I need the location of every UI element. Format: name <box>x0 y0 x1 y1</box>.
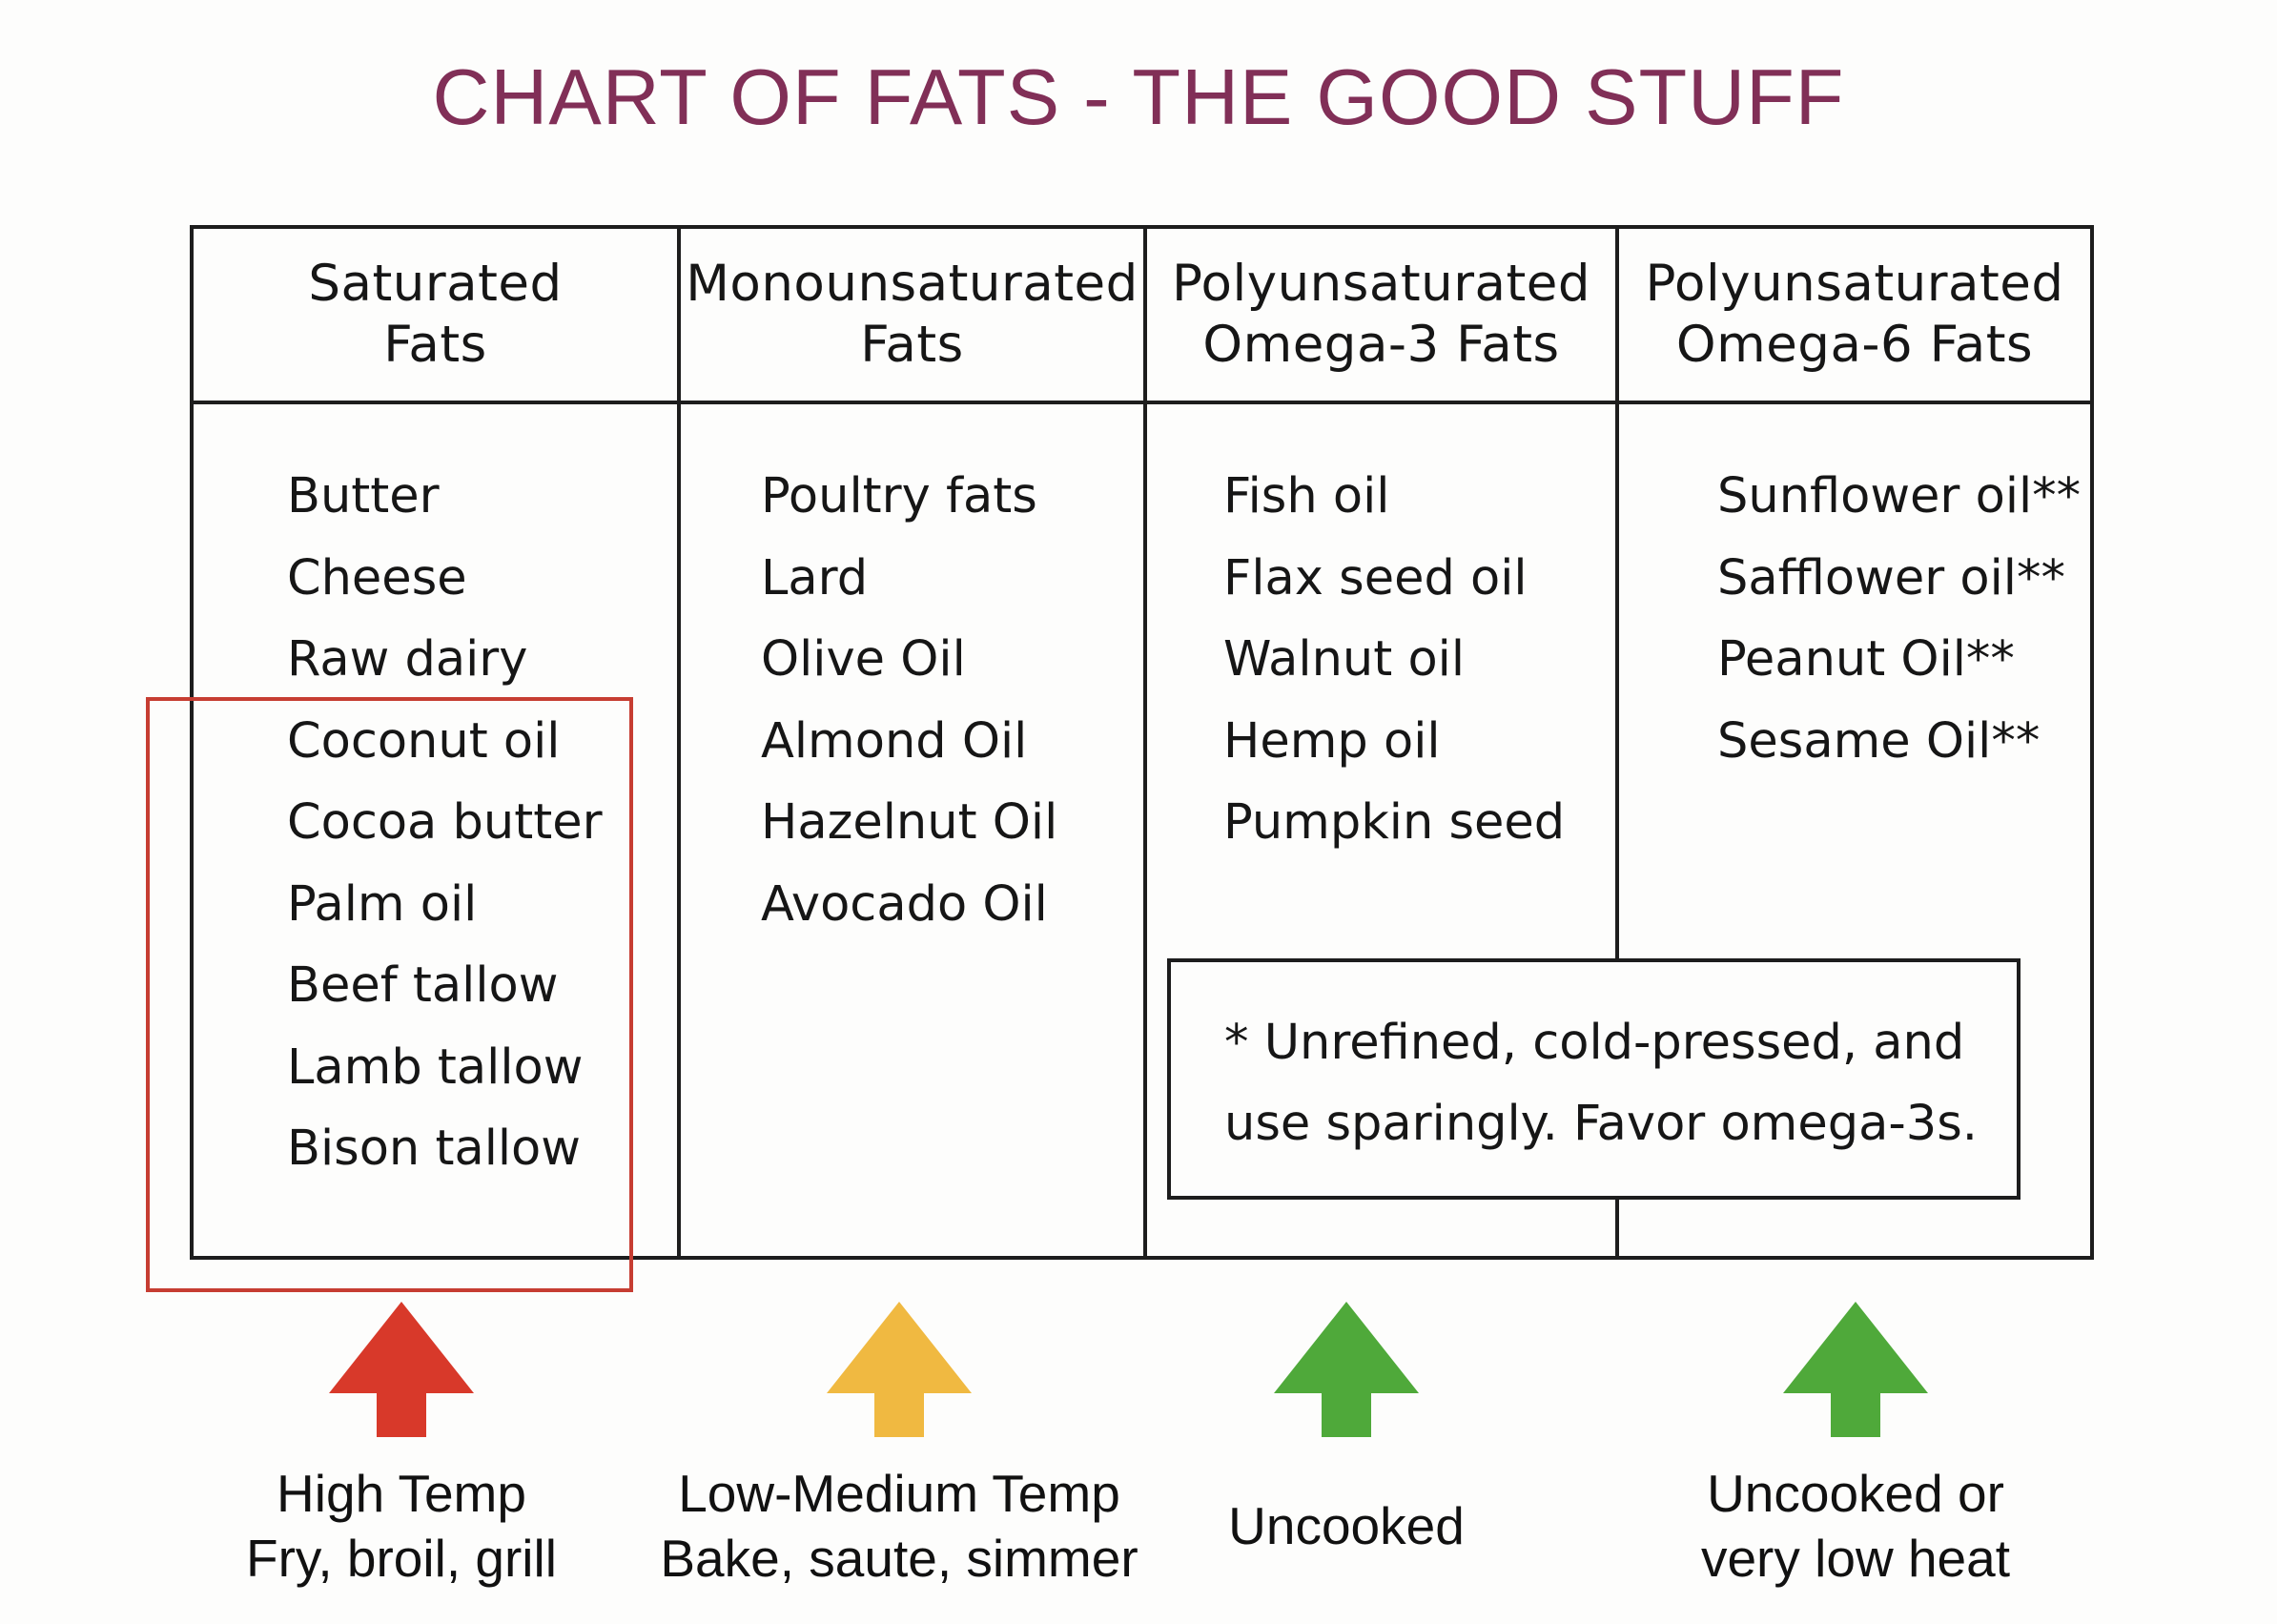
header-monounsaturated: Monounsaturated Fats <box>686 255 1138 374</box>
arrow-up-green-icon <box>1783 1302 1928 1437</box>
list-item: Hemp oil <box>1223 712 1441 770</box>
arrow-shape <box>1783 1302 1928 1437</box>
caption-low-medium-temp: Low-Medium Temp Bake, saute, simmer <box>660 1464 1138 1588</box>
column-divider <box>677 229 681 1256</box>
list-item: Avocado Oil <box>761 875 1048 933</box>
monounsaturated-fats-list: Poultry fats Lard Olive Oil Almond Oil H… <box>761 456 1057 945</box>
footnote-line: * Unrefined, cold-pressed, and <box>1224 1015 1965 1071</box>
arrow-up-red-icon <box>329 1302 474 1437</box>
list-item: Palm oil <box>287 875 478 933</box>
list-item: Sesame Oil** <box>1717 712 2041 770</box>
list-item: Almond Oil <box>761 712 1028 770</box>
caption-uncooked-low-heat: Uncooked or very low heat <box>1700 1464 2011 1588</box>
list-item: Raw dairy <box>287 631 528 688</box>
header-omega-3: Polyunsaturated Omega-3 Fats <box>1171 255 1591 374</box>
header-saturated: Saturated Fats <box>308 255 563 374</box>
column-divider <box>1143 229 1147 1256</box>
list-item: Butter <box>287 468 440 524</box>
list-item: Cocoa butter <box>287 794 603 851</box>
list-item: Flax seed oil <box>1223 549 1528 606</box>
list-item: Cheese <box>287 549 467 606</box>
footnote-box: * Unrefined, cold-pressed, and use spari… <box>1167 958 2021 1200</box>
list-item: Coconut oil <box>287 712 561 770</box>
list-item: Walnut oil <box>1223 631 1465 688</box>
list-item: Fish oil <box>1223 468 1390 524</box>
list-item: Sunflower oil** <box>1717 468 2082 524</box>
arrow-up-yellow-icon <box>827 1302 972 1437</box>
fats-table: Saturated Fats Monounsaturated Fats Poly… <box>190 225 2094 1260</box>
column-divider <box>1615 229 1619 1256</box>
list-item: Pumpkin seed <box>1223 794 1566 851</box>
saturated-fats-list: Butter Cheese Raw dairy Coconut oil Coco… <box>287 456 603 1190</box>
arrow-shape <box>329 1302 474 1437</box>
caption-high-temp: High Temp Fry, broil, grill <box>246 1464 557 1588</box>
arrow-shape <box>827 1302 972 1437</box>
list-item: Hazelnut Oil <box>761 794 1058 851</box>
caption-uncooked: Uncooked <box>1228 1496 1465 1555</box>
header-omega-6: Polyunsaturated Omega-6 Fats <box>1645 255 2064 374</box>
list-item: Safflower oil** <box>1717 549 2065 606</box>
list-item: Lard <box>761 549 869 606</box>
list-item: Lamb tallow <box>287 1038 584 1096</box>
list-item: Olive Oil <box>761 631 966 688</box>
list-item: Peanut Oil** <box>1717 631 2015 688</box>
header-divider <box>194 401 2090 404</box>
arrow-up-green-icon <box>1274 1302 1419 1437</box>
list-item: Poultry fats <box>761 468 1037 524</box>
arrow-shape <box>1274 1302 1419 1437</box>
footnote-line: use sparingly. Favor omega-3s. <box>1224 1096 1979 1152</box>
list-item: Beef tallow <box>287 957 559 1014</box>
chart-title: CHART OF FATS - THE GOOD STUFF <box>432 52 1845 141</box>
omega-3-fats-list: Fish oil Flax seed oil Walnut oil Hemp o… <box>1223 456 1565 864</box>
saturated-highlight-frame <box>146 697 633 1292</box>
list-item: Bison tallow <box>287 1120 581 1177</box>
omega-6-fats-list: Sunflower oil** Safflower oil** Peanut O… <box>1717 456 2081 782</box>
